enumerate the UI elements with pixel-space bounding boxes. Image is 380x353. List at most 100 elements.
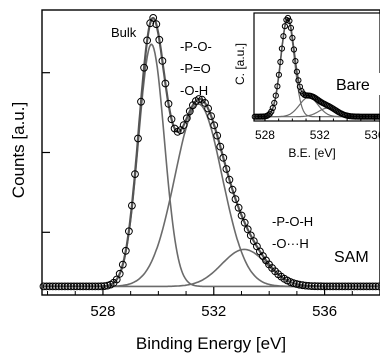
main-data-point xyxy=(237,211,246,220)
main-data-point xyxy=(73,282,81,291)
inset-data-point xyxy=(280,33,287,40)
main-data-point xyxy=(118,260,127,269)
main-data-point xyxy=(335,282,344,291)
inset-x-tick-label: 528 xyxy=(255,128,275,142)
main-data-point xyxy=(219,153,228,162)
main-data-point xyxy=(76,282,84,291)
main-data-point xyxy=(61,282,69,291)
main-data-point xyxy=(128,201,136,210)
main-data-point xyxy=(356,282,365,291)
main-x-tick-label: 536 xyxy=(312,303,337,320)
main-data-point xyxy=(329,282,337,291)
main-data-point xyxy=(298,281,307,290)
main-data-point xyxy=(195,95,203,103)
annotation-bulk: Bulk xyxy=(111,25,137,40)
main-data-point xyxy=(225,175,234,184)
main-data-point xyxy=(320,282,328,291)
main-data-point xyxy=(213,131,222,140)
main-data-point xyxy=(64,282,72,291)
main-data-point xyxy=(167,115,176,124)
annotation-p-o-h-line2: -O···H xyxy=(272,236,309,251)
main-data-point xyxy=(161,79,170,88)
inset-x-tick-label: 532 xyxy=(310,128,330,142)
main-x-axis-ticks: 528 532 536 xyxy=(47,287,380,320)
main-y-axis-ticks xyxy=(42,72,50,233)
inset-data-point xyxy=(274,83,281,90)
inset-data-point xyxy=(275,71,282,78)
main-data-point xyxy=(216,142,225,151)
main-data-point xyxy=(323,282,331,291)
inset-data-point xyxy=(290,46,297,53)
main-data-point xyxy=(210,121,219,130)
inset-data-point xyxy=(281,23,288,30)
main-x-axis-label: Binding Energy [eV] xyxy=(136,334,286,353)
main-data-point xyxy=(143,36,152,45)
main-data-point xyxy=(54,282,63,291)
main-data-point xyxy=(332,282,341,291)
inset-data-point xyxy=(287,24,294,31)
main-data-markers xyxy=(39,14,380,291)
main-data-point xyxy=(301,281,310,290)
main-data-point xyxy=(341,282,350,291)
main-data-point xyxy=(234,203,243,212)
main-data-point xyxy=(365,282,374,291)
main-data-point xyxy=(313,282,322,291)
main-data-point xyxy=(45,282,54,291)
inset-data-point xyxy=(293,68,300,75)
main-data-point xyxy=(121,246,130,255)
inset-data-point xyxy=(286,17,293,24)
inset-data-point xyxy=(265,112,272,119)
main-data-point xyxy=(91,282,100,291)
main-data-point xyxy=(353,282,362,291)
inset-plot-panel: 528 532 536 B.E. [eV] C. [a.u.] Bare xyxy=(233,12,380,160)
main-data-point xyxy=(39,282,48,291)
annotation-p-o-line3: -O-H xyxy=(180,83,208,98)
main-data-point xyxy=(350,282,359,291)
inset-plot-frame xyxy=(253,12,380,122)
main-data-point xyxy=(140,63,149,72)
main-data-point xyxy=(42,282,51,291)
main-x-tick-label: 532 xyxy=(201,303,226,320)
main-data-point xyxy=(137,97,145,106)
main-data-point xyxy=(310,282,319,291)
main-data-point xyxy=(155,35,164,44)
main-data-point xyxy=(115,269,124,278)
main-data-point xyxy=(304,282,313,290)
main-data-point xyxy=(158,57,167,65)
main-data-point xyxy=(326,282,334,291)
main-data-point xyxy=(182,114,191,123)
main-data-point xyxy=(149,14,158,22)
main-data-point xyxy=(228,185,237,194)
main-data-point xyxy=(88,282,97,291)
inset-label-backdrop xyxy=(332,73,380,95)
main-data-point xyxy=(368,282,377,291)
inset-data-markers xyxy=(251,14,380,120)
inset-x-axis-ticks: 528 532 536 xyxy=(255,116,380,142)
annotation-p-o-line1: -P-O- xyxy=(180,39,212,54)
main-data-point xyxy=(85,282,94,291)
inset-x-axis-label: B.E. [eV] xyxy=(288,146,335,160)
main-data-point xyxy=(185,107,194,116)
inset-y-axis-label: C. [a.u.] xyxy=(233,43,247,85)
main-data-point xyxy=(97,282,106,291)
main-data-point xyxy=(240,218,249,227)
main-data-point xyxy=(371,282,380,291)
main-data-point xyxy=(204,104,213,113)
inset-data-point xyxy=(289,34,296,42)
main-data-point xyxy=(231,195,240,204)
sample-label-sam: SAM xyxy=(334,249,369,266)
main-data-point xyxy=(347,282,356,291)
main-data-point xyxy=(179,121,188,129)
annotation-p-o-h-line1: -P-O-H xyxy=(272,214,313,229)
main-x-tick-label: 528 xyxy=(90,303,115,320)
main-data-point xyxy=(307,282,316,291)
inset-data-point xyxy=(271,99,278,107)
inset-data-point xyxy=(272,92,279,99)
main-data-point xyxy=(317,282,325,291)
inset-data-point xyxy=(277,58,284,66)
main-y-axis-label: Counts [a.u.] xyxy=(9,102,28,198)
inset-data-point xyxy=(278,45,285,52)
main-data-point xyxy=(338,282,347,291)
main-data-point xyxy=(57,282,66,291)
